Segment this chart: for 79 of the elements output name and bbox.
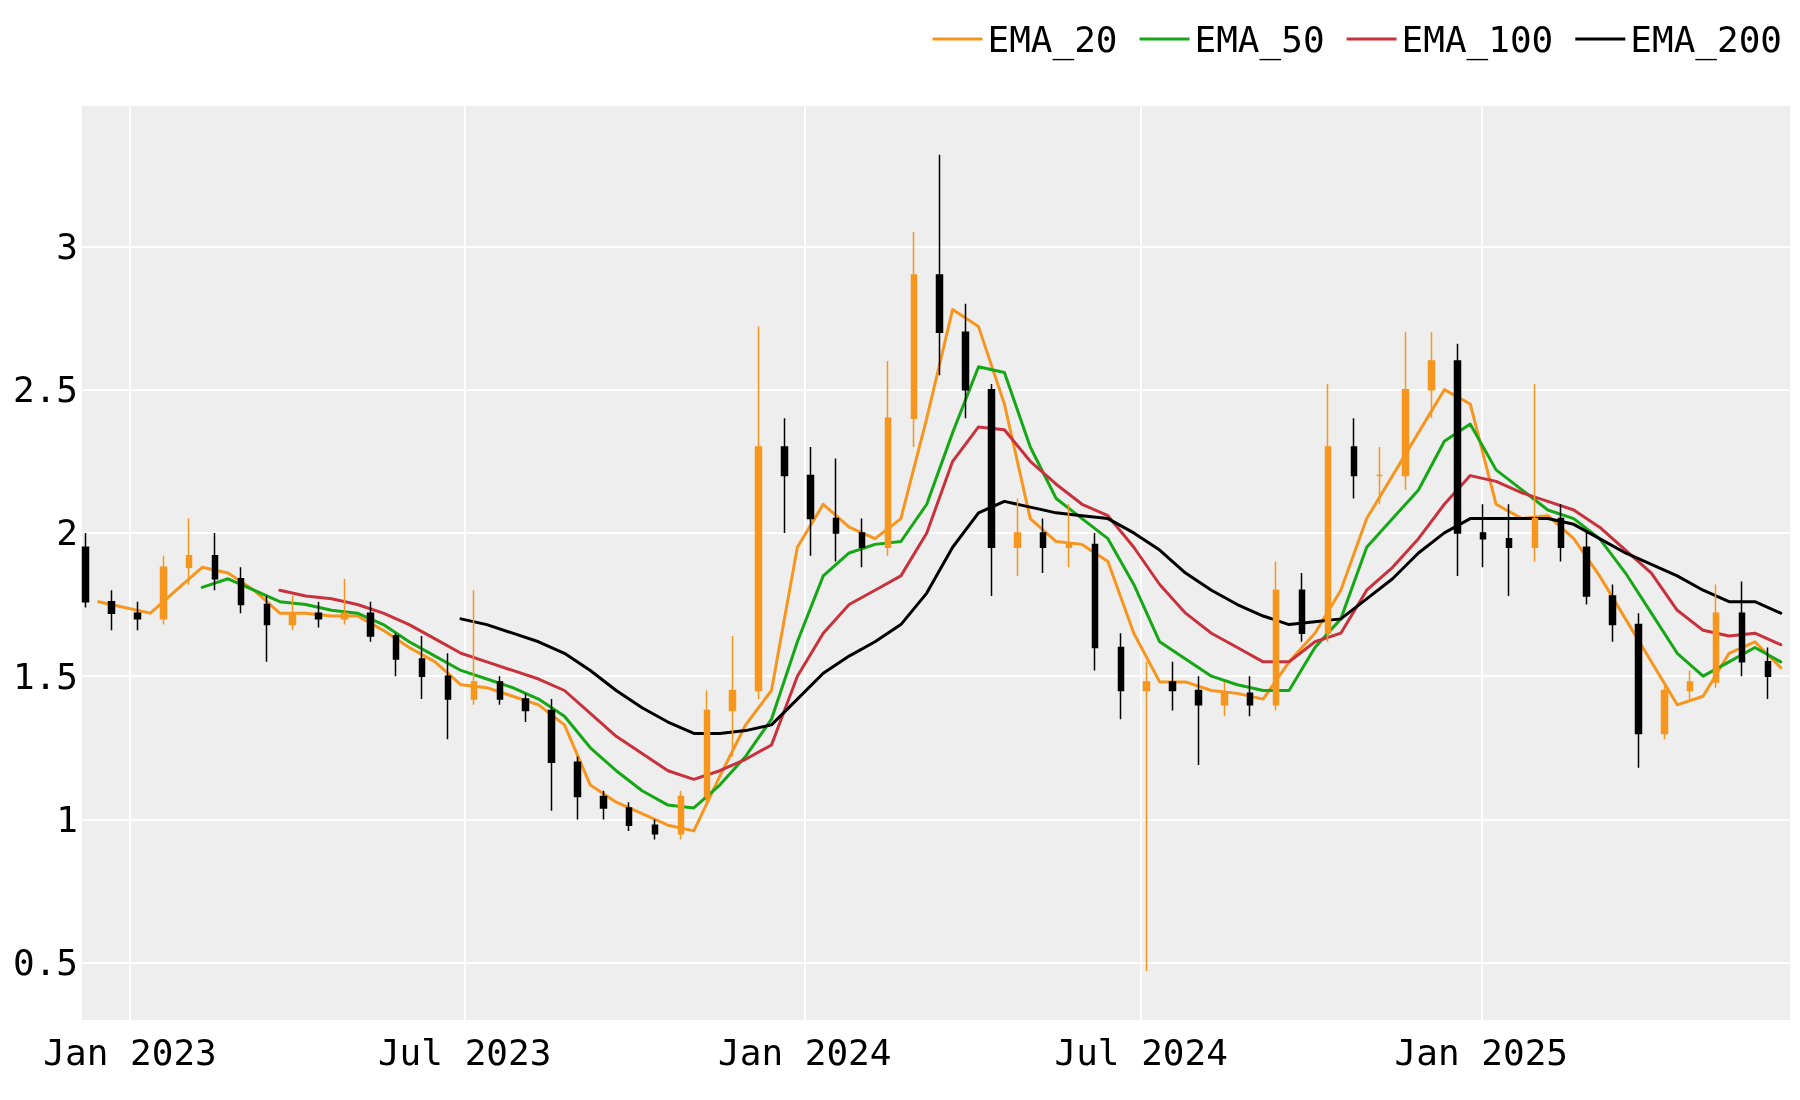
candlestick bbox=[1246, 675, 1254, 718]
line-series bbox=[278, 425, 1783, 781]
candlestick bbox=[1738, 580, 1746, 677]
candlestick bbox=[211, 532, 219, 591]
candlestick bbox=[858, 517, 866, 569]
candlestick bbox=[237, 566, 245, 614]
x-tick-label: Jul 2023 bbox=[377, 1031, 552, 1073]
candlestick bbox=[1686, 669, 1694, 700]
candlestick bbox=[159, 555, 168, 626]
candlestick bbox=[496, 675, 504, 706]
legend-label: EMA_20 bbox=[987, 18, 1118, 61]
candlestick bbox=[314, 600, 323, 629]
y-tick-label: 2 bbox=[56, 512, 78, 554]
candlestick bbox=[1013, 497, 1022, 577]
candlestick bbox=[910, 231, 918, 448]
candlestick bbox=[884, 360, 892, 557]
candlestick bbox=[81, 532, 90, 609]
candlestick bbox=[1168, 661, 1177, 712]
candlestick bbox=[1401, 331, 1410, 491]
candlestick bbox=[107, 589, 116, 632]
candlestick bbox=[392, 632, 400, 677]
x-tick-label: Jan 2025 bbox=[1394, 1031, 1568, 1073]
candlestick bbox=[521, 692, 530, 723]
y-tick-label: 3 bbox=[56, 225, 78, 267]
x-tick-label: Jul 2024 bbox=[1054, 1031, 1228, 1073]
candlestick bbox=[133, 600, 142, 632]
candlestick bbox=[806, 446, 815, 557]
candlestick bbox=[651, 818, 659, 841]
candlestick bbox=[418, 635, 426, 700]
candlestick bbox=[1505, 503, 1513, 597]
line-series bbox=[200, 365, 1783, 810]
candlestick bbox=[754, 325, 763, 700]
candlestick bbox=[573, 755, 582, 821]
legend-label: EMA_100 bbox=[1401, 18, 1554, 61]
candlestick bbox=[1194, 675, 1203, 766]
candlestick bbox=[1531, 383, 1539, 563]
x-tick-label: Jan 2023 bbox=[43, 1031, 217, 1073]
candlestick bbox=[1608, 583, 1617, 643]
y-tick-label: 2.5 bbox=[12, 369, 78, 411]
candlestick bbox=[780, 417, 789, 534]
candlestick bbox=[599, 790, 608, 821]
y-tick-label: 0.5 bbox=[12, 942, 78, 984]
candlestick bbox=[961, 302, 970, 420]
candlestick bbox=[444, 652, 452, 740]
candlestick bbox=[703, 689, 711, 803]
candlestick bbox=[366, 600, 375, 643]
candlestick bbox=[1065, 503, 1073, 569]
candlestick bbox=[1220, 681, 1229, 718]
x-tick-label: Jan 2024 bbox=[718, 1031, 892, 1073]
candlestick bbox=[1764, 646, 1772, 700]
candlestick bbox=[1582, 532, 1591, 606]
candlestick bbox=[728, 635, 737, 758]
candlestick bbox=[547, 698, 556, 812]
candlestick bbox=[1557, 503, 1565, 563]
candlestick bbox=[1272, 560, 1280, 712]
candlestick bbox=[1634, 612, 1643, 769]
candlestick bbox=[1427, 331, 1436, 420]
candlestick bbox=[1324, 383, 1332, 643]
candlestick bbox=[185, 517, 193, 586]
candlestick bbox=[340, 578, 349, 626]
candlestick bbox=[1660, 681, 1669, 740]
y-tick-label: 1.5 bbox=[12, 655, 78, 697]
y-tick-label: 1 bbox=[56, 798, 78, 840]
candlestick bbox=[1375, 446, 1384, 506]
candlestick bbox=[625, 801, 633, 832]
candlestick bbox=[288, 595, 297, 632]
candlestick bbox=[1298, 572, 1306, 643]
candlestick bbox=[263, 595, 271, 663]
candlestick bbox=[1479, 503, 1487, 569]
legend-label: EMA_200 bbox=[1630, 18, 1782, 61]
candlestick bbox=[1350, 417, 1358, 500]
candlestick bbox=[832, 457, 840, 563]
candlestick bbox=[1039, 517, 1047, 574]
candlestick bbox=[470, 589, 478, 706]
legend-label: EMA_50 bbox=[1194, 18, 1325, 61]
candlestick bbox=[1091, 532, 1099, 672]
candlestick bbox=[1117, 632, 1125, 720]
candlestick bbox=[935, 153, 944, 377]
candlestick bbox=[1712, 583, 1720, 689]
